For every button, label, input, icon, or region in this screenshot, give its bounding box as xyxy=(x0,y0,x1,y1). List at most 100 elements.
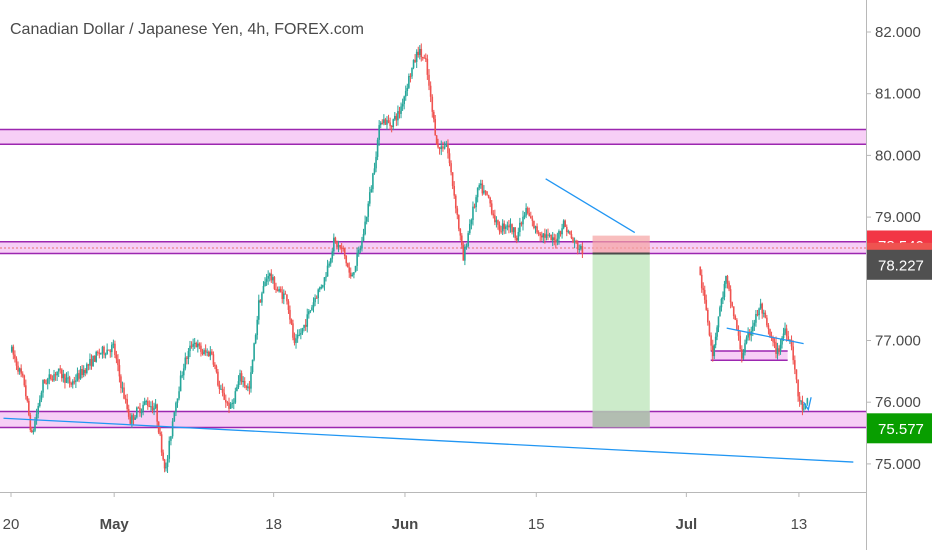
candle-body xyxy=(778,348,780,352)
candle-body xyxy=(798,396,801,401)
candle-body xyxy=(800,400,802,402)
candle-body xyxy=(478,185,481,188)
candle-body xyxy=(725,276,727,284)
candle-body xyxy=(542,233,545,238)
candle-body xyxy=(231,403,234,405)
candle-body xyxy=(424,58,427,60)
trendline-1[interactable] xyxy=(545,178,636,234)
candle-body xyxy=(87,364,90,366)
candle-body xyxy=(716,327,718,337)
candle-body xyxy=(473,206,476,208)
candle-body xyxy=(747,332,749,338)
candle-body xyxy=(442,146,444,149)
candle-body xyxy=(539,233,541,236)
candle-body xyxy=(700,274,703,289)
candle-body xyxy=(790,339,793,347)
zone-3[interactable] xyxy=(710,350,788,361)
candle-body xyxy=(531,218,534,221)
candle-body xyxy=(312,302,315,308)
y-tick-label: 80.000 xyxy=(875,147,921,164)
candle-body xyxy=(295,338,297,343)
candle-body xyxy=(111,344,113,353)
trendline-0[interactable] xyxy=(3,417,854,463)
candle-body xyxy=(536,226,538,233)
candle-body xyxy=(67,377,69,379)
candle-body xyxy=(561,228,563,235)
candle-body xyxy=(134,417,136,420)
candle-body xyxy=(559,231,562,235)
candle-body xyxy=(483,190,485,194)
candle-body xyxy=(214,364,216,367)
trendline-2[interactable] xyxy=(726,327,804,345)
candle-body xyxy=(65,377,68,383)
candle-body xyxy=(501,223,504,232)
candle-body xyxy=(713,345,716,357)
candle-body xyxy=(73,381,76,383)
position-layer xyxy=(592,235,650,428)
candle-body xyxy=(440,146,443,150)
candle-body xyxy=(286,294,288,302)
candle-body xyxy=(752,325,754,332)
candle-body xyxy=(403,96,405,105)
candle-body xyxy=(265,278,268,282)
candle-body xyxy=(326,265,329,277)
candle-body xyxy=(784,328,786,334)
candle-body xyxy=(163,459,166,469)
candle-body xyxy=(378,125,380,140)
candle-body xyxy=(795,369,798,380)
candle-body xyxy=(256,319,259,336)
candle-body xyxy=(384,119,387,125)
candle-body xyxy=(303,324,305,328)
candle-body xyxy=(123,387,125,399)
candle-body xyxy=(304,324,307,327)
candle-body xyxy=(408,75,410,88)
candle-body xyxy=(420,48,423,58)
candle-body xyxy=(720,298,723,308)
candle-body xyxy=(426,58,429,75)
candle-body xyxy=(376,139,379,157)
price-marker-label-3: 75.577 xyxy=(878,421,924,438)
candle-body xyxy=(714,336,717,346)
candle-body xyxy=(181,375,183,377)
candle-body xyxy=(276,289,279,292)
candle-body xyxy=(268,273,271,277)
candle-body xyxy=(517,232,520,241)
candle-body xyxy=(418,48,421,56)
candle-body xyxy=(221,388,224,393)
candle-body xyxy=(703,289,706,300)
candle-body xyxy=(273,277,276,289)
candle-body xyxy=(340,247,343,249)
candle-body xyxy=(57,368,60,372)
candle-body xyxy=(20,368,22,374)
candle-body xyxy=(59,368,62,370)
candle-body xyxy=(728,282,730,290)
zone-0[interactable] xyxy=(0,129,866,145)
x-tick-label: May xyxy=(100,516,130,533)
candle-body xyxy=(411,67,413,77)
candle-body xyxy=(726,276,729,283)
candle-body xyxy=(195,342,198,348)
candle-body xyxy=(142,404,144,411)
position-stop-area[interactable] xyxy=(592,235,650,254)
candle-body xyxy=(398,111,401,114)
candle-body xyxy=(506,225,509,227)
candle-body xyxy=(117,359,119,366)
candle-body xyxy=(157,421,160,433)
candle-body xyxy=(349,272,352,277)
candle-body xyxy=(192,343,194,347)
candle-body xyxy=(395,115,398,121)
candle-body xyxy=(37,406,40,415)
candle-body xyxy=(409,75,412,77)
candle-body xyxy=(782,333,785,338)
candle-body xyxy=(456,208,459,216)
position-target-area[interactable] xyxy=(592,253,650,428)
candle-body xyxy=(165,467,167,469)
candle-body xyxy=(171,421,174,437)
candle-body xyxy=(755,313,757,323)
candle-body xyxy=(137,407,140,409)
candle-body xyxy=(711,345,714,357)
candle-body xyxy=(317,289,319,299)
candle-body xyxy=(383,119,385,124)
